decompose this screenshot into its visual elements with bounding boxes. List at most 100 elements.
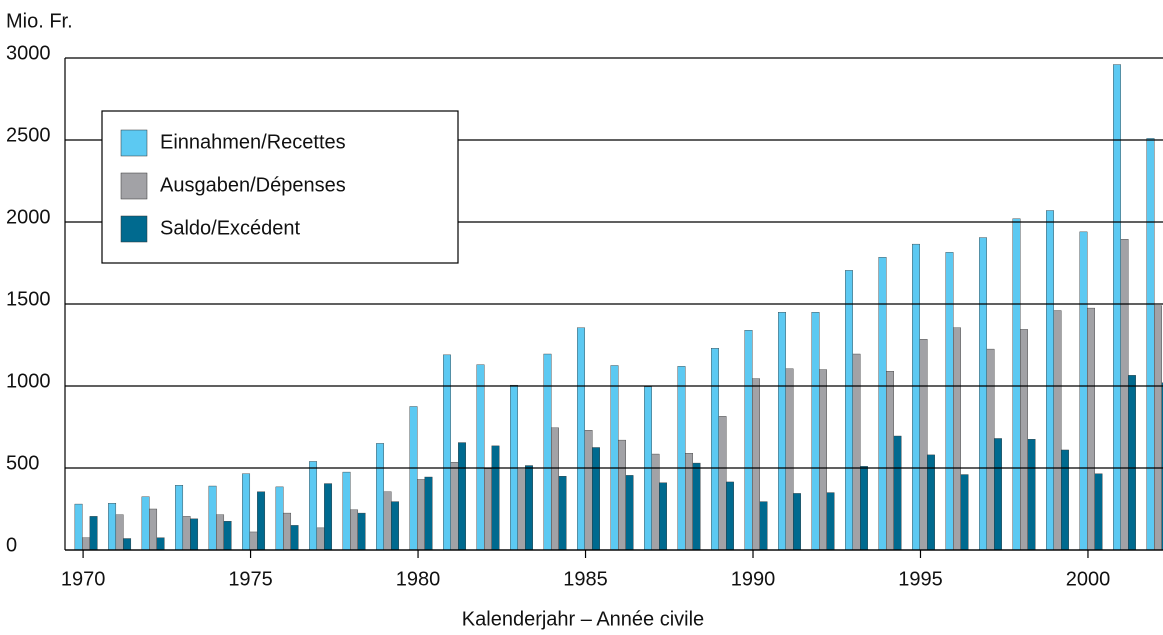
bar [886, 371, 894, 551]
bar [919, 339, 928, 551]
legend-label: Ausgaben/Dépenses [160, 174, 346, 196]
bar [979, 237, 987, 551]
bar [625, 475, 634, 551]
bar [994, 438, 1002, 551]
bar [342, 471, 351, 551]
bar [283, 512, 292, 551]
bar [692, 462, 701, 551]
bar [484, 468, 492, 551]
bar [290, 525, 299, 551]
bar [1012, 218, 1021, 551]
legend-box [101, 110, 459, 264]
x-tick-label: 1990 [731, 568, 776, 590]
bar [551, 427, 559, 551]
bar [826, 492, 835, 551]
bar [860, 466, 868, 551]
y-tick-label: 2500 [6, 124, 51, 146]
bar [1079, 231, 1088, 551]
bar [89, 516, 98, 551]
bar [309, 461, 318, 551]
bar [108, 503, 117, 551]
bar [275, 486, 284, 551]
x-tick-label: 1970 [61, 568, 106, 590]
bar [927, 454, 935, 551]
bar [711, 348, 719, 551]
bar [182, 516, 191, 551]
bar [1094, 473, 1103, 551]
bar [577, 327, 585, 551]
bar [592, 447, 600, 551]
bar [424, 476, 433, 551]
legend-label: Saldo/Excédent [160, 217, 301, 239]
bar [1113, 64, 1121, 551]
bar [476, 364, 485, 551]
bar [811, 312, 820, 551]
bar [316, 527, 325, 551]
bar [458, 442, 466, 551]
bar [752, 378, 760, 551]
bar [525, 465, 533, 551]
y-tick-label: 1500 [6, 288, 51, 310]
y-tick-label: 1000 [6, 370, 51, 392]
bar [1146, 138, 1155, 551]
y-axis-label: Mio. Fr. [6, 10, 73, 32]
legend-swatch [120, 172, 148, 200]
bar [1128, 375, 1136, 551]
bar [852, 353, 861, 551]
bar [141, 496, 150, 551]
bar [149, 508, 158, 551]
bar [450, 462, 459, 551]
bar [74, 503, 83, 551]
bar [443, 354, 451, 551]
bar [1027, 439, 1036, 551]
bar [610, 365, 619, 551]
bar [718, 416, 727, 551]
legend-swatch [120, 129, 148, 157]
bar [383, 491, 392, 551]
x-tick-label: 1985 [563, 568, 608, 590]
bar [491, 445, 500, 551]
bar [793, 493, 801, 551]
bar [759, 501, 768, 551]
bar [376, 443, 385, 551]
bar [953, 327, 961, 551]
x-tick-label: 2000 [1066, 568, 1111, 590]
bar [618, 439, 626, 551]
bar [785, 368, 794, 551]
bar [744, 330, 753, 551]
bar [190, 518, 199, 551]
bar [208, 485, 217, 551]
bar [1046, 210, 1054, 551]
bar [1061, 449, 1069, 551]
x-tick-label: 1975 [228, 568, 273, 590]
bar [1154, 305, 1162, 551]
bar [845, 270, 853, 551]
bar [249, 531, 258, 551]
y-tick-label: 0 [6, 534, 17, 556]
y-tick-label: 500 [6, 452, 39, 474]
bar [878, 257, 887, 551]
bar [1053, 310, 1062, 551]
bar [1020, 329, 1028, 551]
bar [1161, 382, 1163, 551]
bar [409, 406, 418, 551]
bar [677, 366, 686, 551]
bar [216, 514, 225, 551]
bar [324, 483, 333, 551]
bar [175, 485, 184, 551]
x-tick-label: 1980 [396, 568, 441, 590]
x-axis-label: Kalenderjahr – Année civile [462, 608, 704, 630]
bar [123, 538, 132, 551]
bar [819, 369, 827, 551]
bar [986, 348, 995, 551]
bar [357, 512, 366, 551]
bar [1087, 307, 1095, 551]
bar [82, 537, 91, 551]
x-tick-label: 1995 [898, 568, 943, 590]
y-tick-label: 2000 [6, 206, 51, 228]
bar [391, 501, 400, 551]
bar [726, 481, 734, 551]
bar [115, 514, 124, 551]
bar [960, 474, 969, 551]
